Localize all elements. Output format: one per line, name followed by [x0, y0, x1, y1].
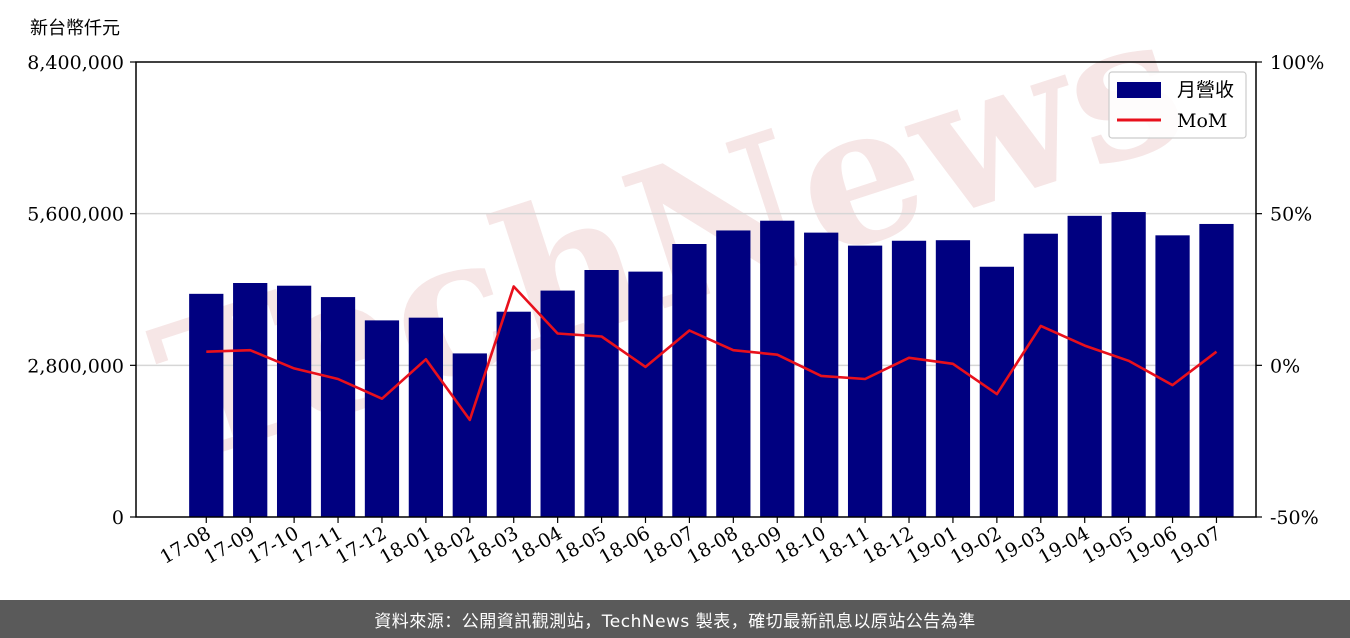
mom-line — [206, 285, 1218, 422]
legend: 月營收 MoM — [1108, 71, 1247, 139]
bar — [233, 283, 268, 517]
legend-swatch-revenue — [1117, 82, 1161, 98]
y-right-tick-label: 50% — [1270, 204, 1312, 226]
bar — [1199, 223, 1234, 518]
revenue-chart: TechNews 0 2,800,000 5,600,000 8,400,000 -50… — [27, 0, 1324, 569]
bar — [1023, 233, 1058, 518]
bar — [847, 245, 883, 517]
bar — [189, 293, 224, 517]
y-right-tick-label: -50% — [1270, 507, 1319, 529]
bar — [935, 240, 971, 518]
bar — [1067, 215, 1102, 518]
x-tick-label: 19-07 — [1167, 522, 1225, 568]
y-left-tick-label: 8,400,000 — [27, 52, 124, 74]
bar — [276, 285, 312, 517]
line-series — [206, 285, 1218, 422]
bar — [584, 270, 619, 517]
bar — [760, 220, 795, 518]
plot-frame — [135, 61, 1257, 518]
bar — [628, 271, 663, 517]
legend-label-mom: MoM — [1177, 110, 1227, 132]
y-unit-label: 新台幣仟元 — [30, 18, 120, 39]
bar — [408, 317, 444, 517]
chart-svg: TechNews 02,800,0005,600,0008,400,000-50… — [27, 0, 1324, 569]
source-footer: 資料來源：公開資訊觀測站，TechNews 製表，確切最新訊息以原站公告為準 — [0, 600, 1350, 638]
bar — [891, 240, 927, 517]
bar — [716, 230, 751, 518]
bar — [496, 311, 531, 517]
bar-series — [189, 212, 1234, 518]
legend-label-revenue: 月營收 — [1177, 79, 1234, 101]
y-left-tick-label: 0 — [112, 507, 124, 529]
bar — [672, 244, 707, 517]
bar — [320, 297, 356, 517]
y-right-tick-label: 0% — [1270, 355, 1300, 377]
bar — [1111, 212, 1146, 517]
bar — [364, 320, 400, 517]
bar — [452, 353, 487, 517]
y-right-tick-label: 100% — [1270, 52, 1324, 74]
y-left-tick-label: 5,600,000 — [27, 204, 124, 226]
bar — [540, 290, 575, 517]
source-note: 資料來源：公開資訊觀測站，TechNews 製表，確切最新訊息以原站公告為準 — [374, 611, 976, 632]
y-left-tick-label: 2,800,000 — [27, 355, 124, 377]
